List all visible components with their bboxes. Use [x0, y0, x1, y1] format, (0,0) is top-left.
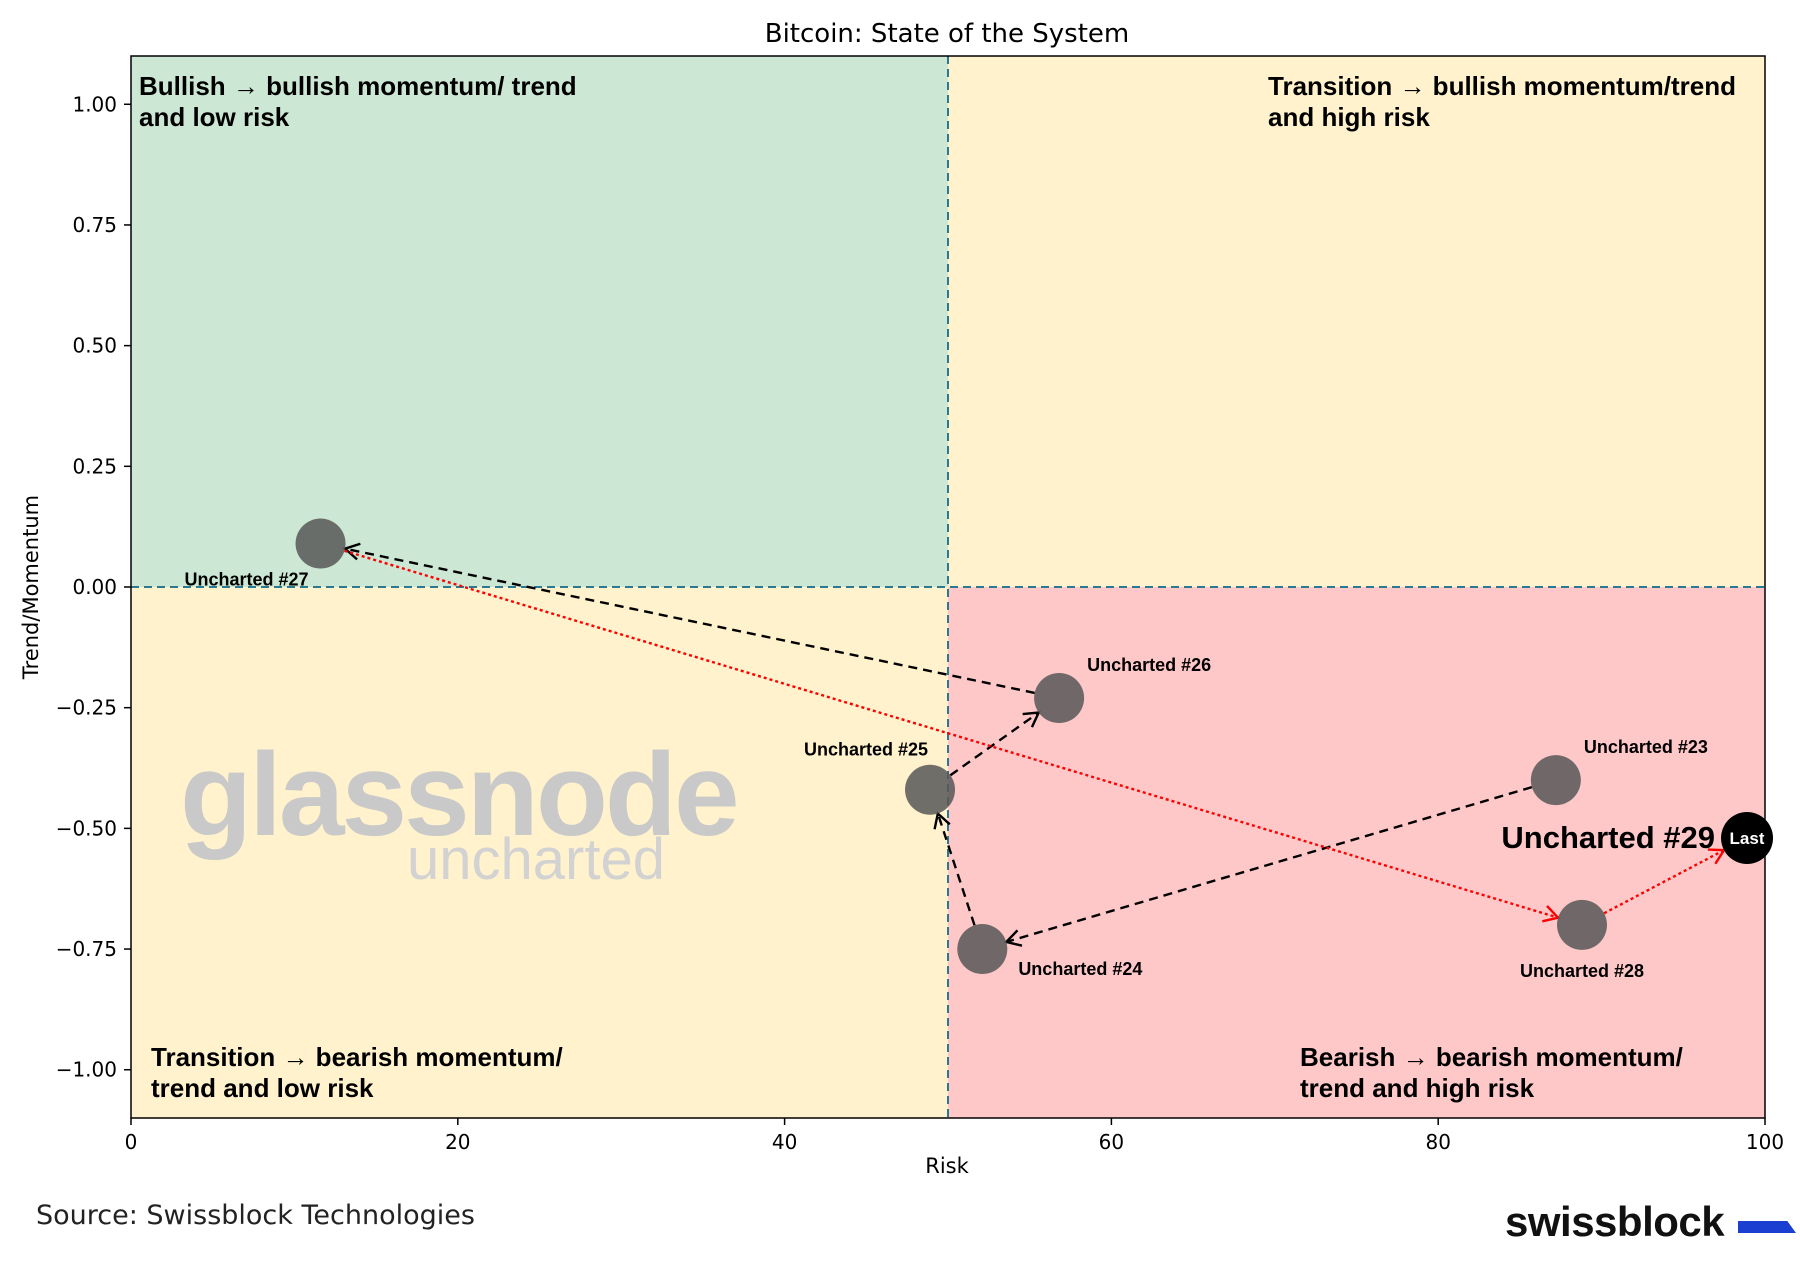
watermark: glassnode uncharted: [180, 729, 740, 892]
black-arrow-3-line: [949, 711, 1040, 777]
point-label: Uncharted #24: [1018, 959, 1142, 979]
y-tick-label: 0.50: [72, 334, 117, 358]
watermark-glassnode: glassnode: [180, 729, 737, 861]
y-tick-label: 0.25: [72, 454, 117, 478]
y-tick-label: 0.00: [72, 575, 117, 599]
watermark-uncharted: uncharted: [407, 827, 665, 892]
y-tick-label: −0.25: [56, 696, 117, 720]
y-tick-label: 1.00: [72, 92, 117, 116]
y-tick-label: 0.75: [72, 213, 117, 237]
source-note: Source: Swissblock Technologies: [36, 1200, 475, 1231]
quadrant-label-line: Bearish → bearish momentum/: [1300, 1042, 1683, 1072]
y-tick-label: −1.00: [56, 1058, 117, 1082]
red-arrow-2: [1603, 848, 1727, 915]
point-marker: [1556, 899, 1607, 950]
x-tick-label: 60: [1099, 1130, 1124, 1154]
quadrant-label-line: Transition → bearish momentum/: [151, 1042, 563, 1072]
x-axis-label: Risk: [925, 1154, 969, 1178]
point-label: Uncharted #25: [804, 740, 928, 760]
point-label: Uncharted #29: [1501, 820, 1715, 855]
point-1: Uncharted #23: [1530, 737, 1708, 806]
quadrant-bottom-right-bg: [948, 587, 1765, 1118]
point-4: Uncharted #26: [1034, 655, 1211, 724]
y-axis-label: Trend/Momentum: [19, 495, 43, 680]
quadrant-labels: Bullish → bullish momentum/ trend and low…: [139, 71, 1736, 1103]
black-arrow-3: [949, 711, 1041, 777]
quadrant-label-top-right: Transition → bullish momentum/trend and h…: [1268, 71, 1736, 132]
point-2: Uncharted #24: [957, 924, 1142, 979]
quadrant-backgrounds: [131, 56, 1765, 1118]
red-arrow-2-line: [1603, 849, 1725, 915]
point-5: Uncharted #27: [184, 518, 346, 590]
last-marker-label: Last: [1730, 829, 1765, 848]
quadrant-label-line: and high risk: [1268, 102, 1430, 132]
black-arrow-4-line: [344, 547, 1035, 695]
black-arrow-3-head: [1022, 711, 1041, 728]
black-arrow-1-line: [1005, 786, 1533, 944]
quadrant-label-top-left: Bullish → bullish momentum/ trend and low…: [139, 71, 577, 132]
quadrant-label-line: trend and high risk: [1300, 1073, 1535, 1103]
red-arrow-2-head: [1707, 848, 1727, 865]
axes: 0 20 40 60 80 100 1.00 0.75 0.50 0.25 0.00 −0.25 −0.…: [56, 55, 1784, 1154]
y-tick-label: −0.75: [56, 937, 117, 961]
y-tick-label: −0.50: [56, 816, 117, 840]
quadrant-label-line: Bullish → bullish momentum/ trend: [139, 71, 577, 101]
quadrant-label-line: and low risk: [139, 102, 290, 132]
quadrant-label-line: Transition → bullish momentum/trend: [1268, 71, 1736, 101]
point-label: Uncharted #26: [1087, 655, 1211, 675]
point-3: Uncharted #25: [804, 740, 956, 815]
quadrant-top-right-bg: [948, 56, 1765, 587]
x-tick-label: 0: [125, 1130, 138, 1154]
quadrant-top-left-bg: [131, 56, 948, 587]
x-tick-label: 20: [445, 1130, 470, 1154]
point-label: Uncharted #28: [1520, 961, 1644, 981]
point-marker: [295, 518, 346, 569]
red-arrow-1-line: [344, 549, 1559, 919]
quadrant-label-line: trend and low risk: [151, 1073, 374, 1103]
point-marker: [957, 924, 1008, 975]
point-label: Uncharted #27: [184, 570, 308, 590]
quadrant-label-bottom-right: Bearish → bearish momentum/trend and hig…: [1300, 1042, 1683, 1103]
quadrant-bottom-left-bg: [131, 587, 948, 1118]
point-label: Uncharted #23: [1584, 737, 1708, 757]
x-tick-label: 100: [1746, 1130, 1784, 1154]
points: Uncharted #23 Uncharted #24 Uncharted #25 U…: [184, 518, 1774, 981]
point-marker: [1721, 812, 1774, 865]
x-tick-label: 40: [772, 1130, 797, 1154]
chart-title: Bitcoin: State of the System: [765, 19, 1129, 49]
point-marker: [1034, 673, 1085, 724]
point-7: Last Uncharted #29: [1501, 812, 1774, 865]
divider-lines: [131, 56, 1765, 1118]
quadrant-label-bottom-left: Transition → bearish momentum/trend and …: [151, 1042, 563, 1103]
point-marker: [1530, 755, 1581, 806]
black-arrow-2-line: [936, 813, 976, 926]
x-tick-label: 80: [1425, 1130, 1450, 1154]
brand-mark-icon: [1738, 1221, 1796, 1233]
point-6: Uncharted #28: [1520, 899, 1644, 981]
point-marker: [905, 764, 956, 815]
brand-logo: swissblock: [1505, 1198, 1725, 1245]
